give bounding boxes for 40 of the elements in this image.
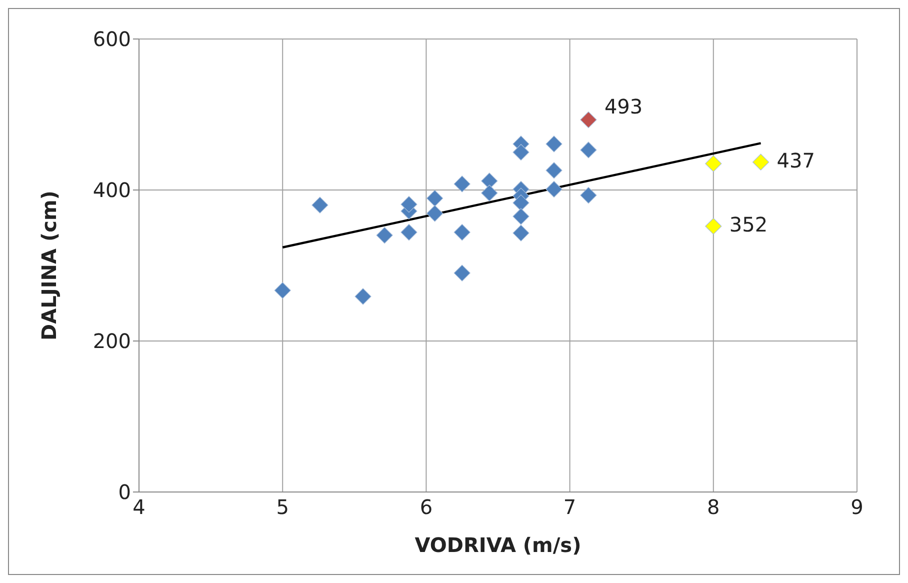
y-tick-label: 400 — [92, 178, 131, 202]
data-label: 493 — [604, 94, 643, 118]
data-label: 352 — [729, 212, 768, 237]
point — [454, 224, 470, 241]
point — [580, 142, 597, 158]
point — [400, 224, 418, 241]
point — [312, 196, 328, 214]
point — [354, 288, 372, 305]
point — [454, 264, 470, 282]
x-tick-label: 8 — [707, 495, 720, 520]
point — [426, 190, 444, 207]
x-tick-label: 4 — [132, 495, 146, 520]
point — [580, 111, 597, 128]
x-tick-label: 6 — [420, 495, 433, 520]
y-axis-title: DALJINA (cm) — [37, 190, 62, 340]
y-tick-label: 200 — [92, 329, 131, 354]
point — [274, 282, 291, 299]
y-tick-label: 600 — [92, 27, 131, 52]
point — [512, 144, 530, 161]
x-tick-label: 9 — [850, 495, 864, 520]
point — [400, 196, 418, 213]
point — [426, 205, 444, 222]
point — [546, 180, 562, 198]
point — [512, 224, 530, 242]
point — [512, 194, 530, 212]
x-axis-title: VODRIVA (m/s) — [414, 533, 582, 557]
point — [705, 155, 722, 172]
point — [376, 227, 393, 244]
x-tick-label: 5 — [276, 495, 289, 520]
point — [705, 218, 722, 235]
point — [546, 162, 562, 179]
point — [752, 154, 770, 170]
point — [481, 184, 498, 202]
y-tick-label: 0 — [118, 480, 131, 504]
point — [454, 176, 470, 192]
point — [546, 136, 562, 152]
point — [580, 186, 597, 204]
point — [512, 208, 530, 225]
data-label: 437 — [776, 148, 815, 173]
x-tick-label: 7 — [563, 495, 576, 520]
